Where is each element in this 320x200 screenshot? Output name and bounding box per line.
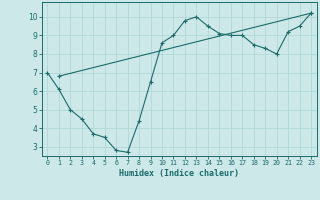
X-axis label: Humidex (Indice chaleur): Humidex (Indice chaleur)	[119, 169, 239, 178]
